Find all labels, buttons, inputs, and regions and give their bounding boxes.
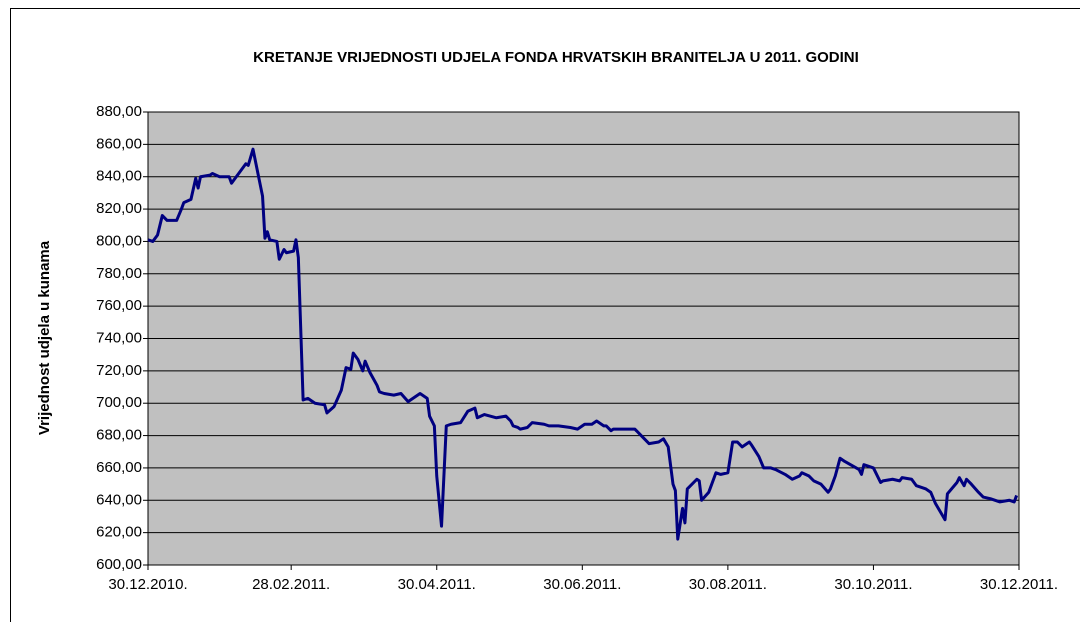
y-tick-label: 780,00	[96, 265, 142, 282]
y-tick-label: 860,00	[96, 135, 142, 152]
y-tick-label: 680,00	[96, 427, 142, 444]
y-axis-label: Vrijednost udjela u kunama	[36, 240, 53, 435]
y-tick-label: 600,00	[96, 556, 142, 573]
x-tick-label: 30.04.2011.	[398, 576, 476, 593]
y-tick-label: 640,00	[96, 491, 142, 508]
y-tick-label: 660,00	[96, 459, 142, 476]
x-tick-label: 30.12.2011.	[980, 576, 1058, 593]
x-tick-label: 30.08.2011.	[689, 576, 767, 593]
y-tick-label: 800,00	[96, 232, 142, 249]
y-tick-label: 620,00	[96, 524, 142, 541]
y-tick-label: 740,00	[96, 329, 142, 346]
y-tick-label: 700,00	[96, 394, 142, 411]
y-tick-label: 880,00	[96, 103, 142, 120]
y-tick-label: 840,00	[96, 168, 142, 185]
x-tick-label: 30.10.2011.	[834, 576, 912, 593]
y-tick-label: 760,00	[96, 297, 142, 314]
y-tick-label: 720,00	[96, 362, 142, 379]
x-tick-label: 30.06.2011.	[543, 576, 621, 593]
chart-title: KRETANJE VRIJEDNOSTI UDJELA FONDA HRVATS…	[253, 49, 859, 66]
x-tick-label: 28.02.2011.	[252, 576, 330, 593]
y-tick-label: 820,00	[96, 200, 142, 217]
line-series	[147, 147, 1019, 541]
x-tick-label: 30.12.2010.	[108, 576, 187, 593]
